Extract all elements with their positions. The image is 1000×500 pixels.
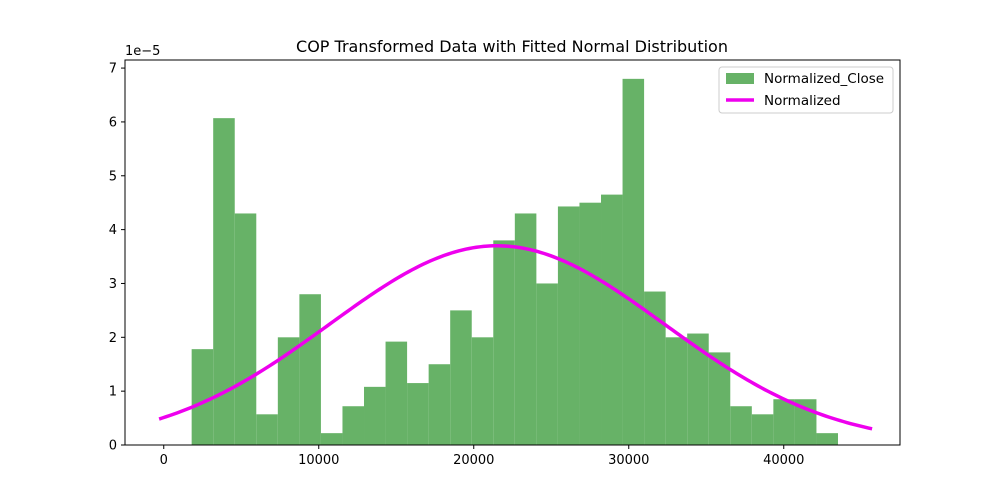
histogram-bar <box>234 213 257 445</box>
histogram-bar <box>514 213 537 445</box>
y-tick-label: 0 <box>109 439 117 454</box>
histogram-bar <box>536 283 558 445</box>
histogram-bar <box>277 337 300 445</box>
chart-title: COP Transformed Data with Fitted Normal … <box>296 37 728 56</box>
histogram-bar <box>622 78 645 445</box>
histogram-bar <box>428 364 451 445</box>
histogram-bar <box>320 433 343 445</box>
histogram-bar <box>213 118 235 446</box>
x-tick-label: 10000 <box>298 453 339 468</box>
legend-swatch-histogram <box>726 73 754 84</box>
y-tick-label: 2 <box>109 331 117 346</box>
x-tick-label: 40000 <box>763 453 804 468</box>
legend-label-histogram: Normalized_Close <box>764 71 884 87</box>
x-tick-label: 20000 <box>453 453 494 468</box>
y-tick-label: 3 <box>109 277 117 292</box>
histogram-bar <box>644 291 666 445</box>
histogram-bar <box>299 294 321 445</box>
x-tick-label: 30000 <box>608 453 649 468</box>
histogram-bar <box>751 414 774 445</box>
histogram-bar <box>191 349 214 445</box>
histogram-bar <box>708 352 731 445</box>
legend-label-curve: Normalized <box>764 93 841 109</box>
histogram-bar <box>773 399 795 445</box>
plot-area: 0 10000 20000 30000 40000 0 1 2 3 4 5 6 7 <box>109 59 901 468</box>
histogram-bar <box>665 337 688 445</box>
histogram-bar <box>385 341 408 445</box>
axes-frame <box>124 59 901 446</box>
histogram-bar <box>687 333 709 445</box>
y-tick-label: 4 <box>109 223 117 238</box>
histogram-bar <box>364 386 386 445</box>
legend: Normalized_Close Normalized <box>718 66 894 114</box>
legend-box <box>718 66 894 114</box>
x-tick-label: 0 <box>160 453 168 468</box>
histogram-bar <box>450 310 472 445</box>
fitted-curve-line <box>158 244 873 431</box>
histogram-bar <box>579 202 602 445</box>
histogram-bar <box>557 206 580 445</box>
y-offset-label: 1e−5 <box>125 44 160 59</box>
y-tick-label: 7 <box>109 62 117 77</box>
histogram-bar <box>256 414 278 445</box>
histogram-bar <box>471 337 494 445</box>
y-tick-label: 5 <box>109 169 117 184</box>
histogram-bar <box>493 240 515 445</box>
histogram-bar <box>730 406 752 445</box>
histogram-bar <box>816 433 838 445</box>
y-tick-label: 1 <box>109 385 117 400</box>
histogram-bar <box>407 383 429 445</box>
histogram-bar <box>342 406 365 445</box>
histogram-bar <box>601 194 623 445</box>
y-tick-label: 6 <box>109 115 117 130</box>
